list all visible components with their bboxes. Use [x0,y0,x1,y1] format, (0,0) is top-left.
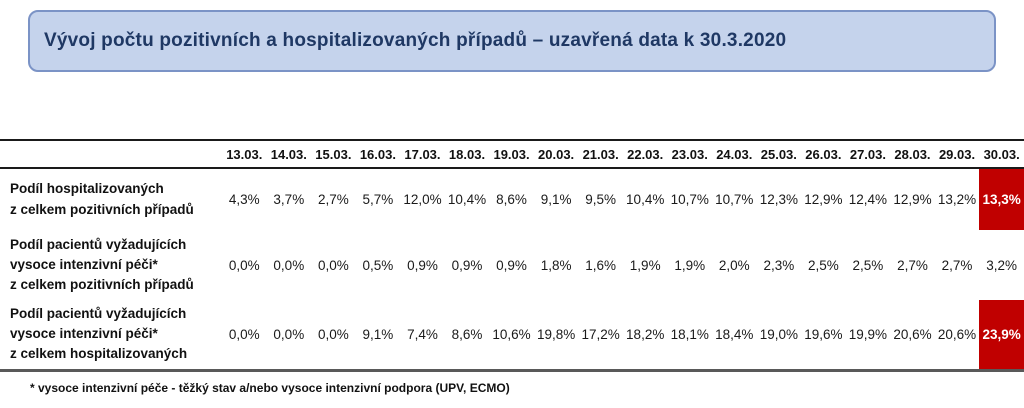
value-cell: 2,7% [897,257,928,273]
date-column-header: 18.03. [448,146,486,162]
value-cell: 12,3% [759,192,798,207]
value-cell: 2,5% [852,257,884,273]
footnote: * vysoce intenzivní péče - těžký stav a/… [30,380,510,395]
date-column-header: 26.03. [805,146,842,162]
value-cell: 12,4% [848,192,888,207]
value-cell: 2,5% [807,257,839,273]
value-cell: 20,6% [937,326,977,342]
date-column-header: 15.03. [315,146,352,162]
value-cell: 19,8% [536,326,576,342]
value-cell: 18,2% [626,326,665,342]
value-cell: 1,8% [540,257,572,273]
value-cell: 0,0% [273,257,305,273]
value-cell: 0,0% [317,257,349,273]
row-label: Podíl pacientů vyžadujících vysoce inten… [10,236,194,293]
value-cell: 2,3% [763,257,795,273]
value-cell: 2,7% [317,192,349,207]
value-cell: 10,7% [715,192,754,207]
value-cell: 19,0% [759,326,798,342]
date-column-header: 14.03. [270,146,307,162]
date-column-header: 22.03. [627,146,664,162]
value-cell: 0,0% [228,326,260,342]
data-table: 13.03. 14.03. 15.03. 16.03. 17.03. 18.03. 19.0… [0,139,1024,372]
value-cell: 9,5% [585,192,617,207]
page-title: Vývoj počtu pozitivních a hospitalizovan… [44,30,787,51]
value-cell: 13,2% [937,192,977,207]
value-cell: 3,7% [273,192,305,207]
date-column-header: 20.03. [538,146,575,162]
value-cell: 0,9% [407,257,438,273]
value-cell: 8,6% [451,326,483,342]
value-cell: 20,6% [893,326,932,342]
row-label: Podíl hospitalizovaných z celkem pozitiv… [10,181,194,217]
value-cell: 18,4% [715,326,754,342]
date-column-header: 13.03. [226,146,263,162]
value-cell: 12,9% [804,192,843,207]
table-row: Podíl pacientů vyžadujících vysoce inten… [0,300,1024,370]
date-column-header: 30.03. [983,146,1020,162]
value-cell: 0,9% [496,257,527,273]
date-column-header: 29.03. [938,146,976,162]
value-cell: 3,2% [986,257,1018,273]
value-cell: 2,0% [718,257,750,273]
row-label: Podíl pacientů vyžadujících vysoce inten… [10,305,188,362]
value-cell: 0,0% [317,326,349,342]
date-column-header: 23.03. [671,146,708,162]
table-head: 13.03. 14.03. 15.03. 16.03. 17.03. 18.03. 19.0… [0,140,1024,168]
table-body: Podíl hospitalizovaných z celkem pozitiv… [0,168,1024,370]
table-corner-cell [0,140,222,168]
value-cell: 19,6% [804,326,843,342]
date-column-header: 21.03. [582,146,619,162]
value-cell: 10,4% [626,192,665,207]
table-row: Podíl hospitalizovaných z celkem pozitiv… [0,168,1024,230]
table-header-row: 13.03. 14.03. 15.03. 16.03. 17.03. 18.03. 19.0… [0,140,1024,168]
value-cell: 7,4% [407,326,438,342]
value-cell: 0,0% [273,326,305,342]
value-cell: 4,3% [228,192,260,207]
value-cell: 17,2% [581,326,620,342]
value-cell-highlighted: 13,3% [979,168,1024,230]
value-cell: 0,0% [228,257,260,273]
value-cell: 1,6% [585,257,617,273]
value-cell: 12,0% [403,192,442,207]
value-cell: 8,6% [496,192,527,207]
date-column-header: 17.03. [404,146,441,162]
date-column-header: 16.03. [359,146,396,162]
date-column-header: 19.03. [493,146,530,162]
value-cell: 10,7% [670,192,709,207]
value-cell: 5,7% [362,192,394,207]
value-cell: 19,9% [848,326,888,342]
value-cell: 2,7% [941,257,973,273]
value-cell: 10,6% [492,326,531,342]
date-column-header: 28.03. [894,146,931,162]
value-cell: 12,9% [893,192,932,207]
date-column-header: 24.03. [716,146,753,162]
date-column-header: 27.03. [849,146,886,162]
value-cell: 9,1% [362,326,394,342]
date-column-header: 25.03. [760,146,797,162]
value-cell: 9,1% [540,192,572,207]
value-cell-highlighted: 23,9% [979,300,1024,370]
value-cell: 10,4% [447,192,487,207]
value-cell: 1,9% [674,257,706,273]
value-cell: 0,5% [362,257,394,273]
value-cell: 0,9% [451,257,483,273]
value-cell: 1,9% [629,257,661,273]
table-row: Podíl pacientů vyžadujících vysoce inten… [0,230,1024,300]
value-cell: 18,1% [670,326,709,342]
title-banner: Vývoj počtu pozitivních a hospitalizovan… [28,10,996,72]
